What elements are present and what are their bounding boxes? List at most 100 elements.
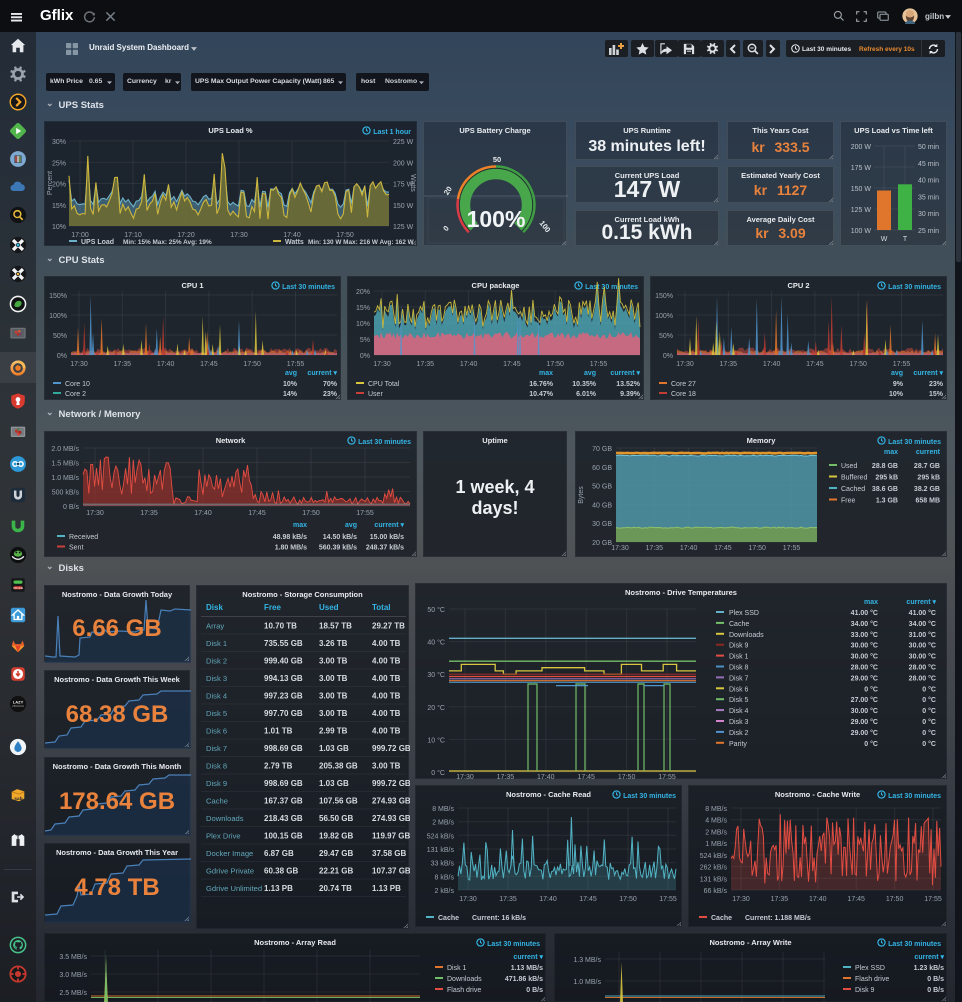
svg-text:60 GB: 60 GB [592,465,612,472]
svg-text:3.00 TB: 3.00 TB [372,762,401,771]
svg-text:Plex Drive: Plex Drive [206,832,241,841]
svg-text:avg: avg [345,522,357,529]
svg-text:Disk 8: Disk 8 [729,665,749,672]
svg-text:30 min: 30 min [918,211,939,218]
svg-text:29.00 °C: 29.00 °C [851,718,878,726]
svg-text:107.56 GB: 107.56 GB [319,797,358,806]
svg-text:0 °C: 0 °C [922,718,936,726]
svg-text:40 GB: 40 GB [592,502,612,509]
svg-text:max: max [864,599,878,606]
svg-text:100%: 100% [655,313,673,320]
svg-text:Disk 9: Disk 9 [729,643,749,650]
svg-text:Cache: Cache [206,797,228,806]
svg-text:0 °C: 0 °C [922,707,936,715]
svg-text:274.93 GB: 274.93 GB [372,797,410,806]
svg-text:0 °C: 0 °C [922,696,936,704]
svg-text:Docker Image: Docker Image [206,849,253,858]
svg-text:Core 10: Core 10 [65,381,90,388]
svg-text:17:45: 17:45 [248,510,266,517]
svg-text:10%: 10% [52,224,66,231]
svg-text:Min: 15% Max: 25% Avg: 19%: Min: 15% Max: 25% Avg: 19% [123,239,212,246]
svg-text:Core 2: Core 2 [65,391,86,398]
svg-text:1.03 GB: 1.03 GB [319,779,349,788]
svg-text:17:30: 17:30 [70,361,88,368]
svg-text:17:55: 17:55 [590,361,608,368]
svg-text:60.38 GB: 60.38 GB [264,867,298,876]
svg-text:17:40: 17:40 [763,361,781,368]
svg-text:Cache: Cache [729,621,749,628]
svg-text:13.52%: 13.52% [616,381,641,388]
svg-text:997.70 GB: 997.70 GB [264,709,303,718]
svg-text:current ▾: current ▾ [913,370,943,377]
svg-text:17:55: 17:55 [924,896,942,903]
svg-text:Disk 1: Disk 1 [729,654,749,661]
svg-text:100.15 GB: 100.15 GB [264,832,303,841]
svg-text:17:30: 17:30 [459,896,477,903]
svg-text:1.23 kB/s: 1.23 kB/s [914,965,944,972]
svg-text:2 MB/s: 2 MB/s [705,829,727,836]
svg-text:56.50 GB: 56.50 GB [319,814,353,823]
svg-text:17:50: 17:50 [748,545,766,552]
svg-text:33.00 °C: 33.00 °C [851,631,878,639]
svg-text:17:50: 17:50 [243,361,261,368]
svg-text:17:40: 17:40 [680,545,698,552]
svg-text:17:45: 17:45 [714,545,732,552]
svg-text:131 kB/s: 131 kB/s [427,847,455,854]
svg-text:17:50: 17:50 [886,896,904,903]
svg-text:17:35: 17:35 [417,361,435,368]
svg-text:17:40: 17:40 [809,896,827,903]
svg-text:2.0 MB/s: 2.0 MB/s [51,446,79,453]
svg-text:70%: 70% [323,381,338,388]
svg-text:48.98 kB/s: 48.98 kB/s [273,534,307,541]
svg-text:Disk 3: Disk 3 [206,674,227,683]
svg-text:16.76%: 16.76% [529,381,554,388]
svg-text:131 kB/s: 131 kB/s [700,876,728,883]
svg-text:6.01%: 6.01% [576,391,597,398]
svg-text:150 W: 150 W [851,186,872,193]
svg-text:0%: 0% [57,353,67,360]
svg-text:0 °C: 0 °C [922,729,936,737]
svg-text:205.38 GB: 205.38 GB [319,762,358,771]
svg-text:30.00 °C: 30.00 °C [909,653,936,661]
svg-text:29.27 TB: 29.27 TB [372,622,405,631]
svg-text:Cache: Cache [438,915,459,922]
svg-text:22.21 GB: 22.21 GB [319,867,353,876]
svg-text:28.00 °C: 28.00 °C [851,664,878,672]
svg-text:9.39%: 9.39% [620,391,641,398]
svg-text:999.40 GB: 999.40 GB [264,657,303,666]
svg-text:50 GB: 50 GB [592,484,612,491]
svg-text:17:50: 17:50 [849,361,867,368]
svg-text:560.39 kB/s: 560.39 kB/s [319,545,357,552]
svg-text:30 GB: 30 GB [592,521,612,528]
svg-text:38.2 GB: 38.2 GB [914,486,940,493]
svg-text:994.13 GB: 994.13 GB [264,674,303,683]
svg-text:37.58 GB: 37.58 GB [372,849,406,858]
svg-text:17:35: 17:35 [499,896,517,903]
svg-text:150%: 150% [655,293,673,300]
svg-text:30 °C: 30 °C [427,671,445,679]
svg-text:4.00 TB: 4.00 TB [372,639,401,648]
svg-text:34.00 °C: 34.00 °C [909,620,936,628]
svg-text:17:50: 17:50 [546,361,564,368]
svg-text:17:35: 17:35 [771,896,789,903]
svg-text:17:50: 17:50 [302,510,320,517]
svg-text:200 W: 200 W [393,160,414,167]
svg-text:50 min: 50 min [918,144,939,151]
svg-text:29.00 °C: 29.00 °C [851,674,878,682]
svg-text:17:40: 17:40 [194,510,212,517]
svg-text:8 kB/s: 8 kB/s [435,874,455,881]
svg-text:Array: Array [206,622,224,631]
svg-text:Flash drive: Flash drive [855,976,889,983]
svg-text:Total: Total [372,603,391,612]
svg-text:45 min: 45 min [918,161,939,168]
svg-text:3.00 TB: 3.00 TB [319,657,348,666]
svg-text:17:40: 17:40 [157,361,175,368]
svg-text:40 °C: 40 °C [427,639,445,647]
svg-text:17:40: 17:40 [460,361,478,368]
svg-text:1 MB/s: 1 MB/s [705,841,727,848]
svg-text:23%: 23% [929,381,944,388]
svg-text:14%: 14% [283,391,298,398]
svg-text:17:45: 17:45 [577,774,595,780]
svg-text:1.13 PB: 1.13 PB [372,884,401,893]
svg-text:17:50: 17:50 [619,896,637,903]
